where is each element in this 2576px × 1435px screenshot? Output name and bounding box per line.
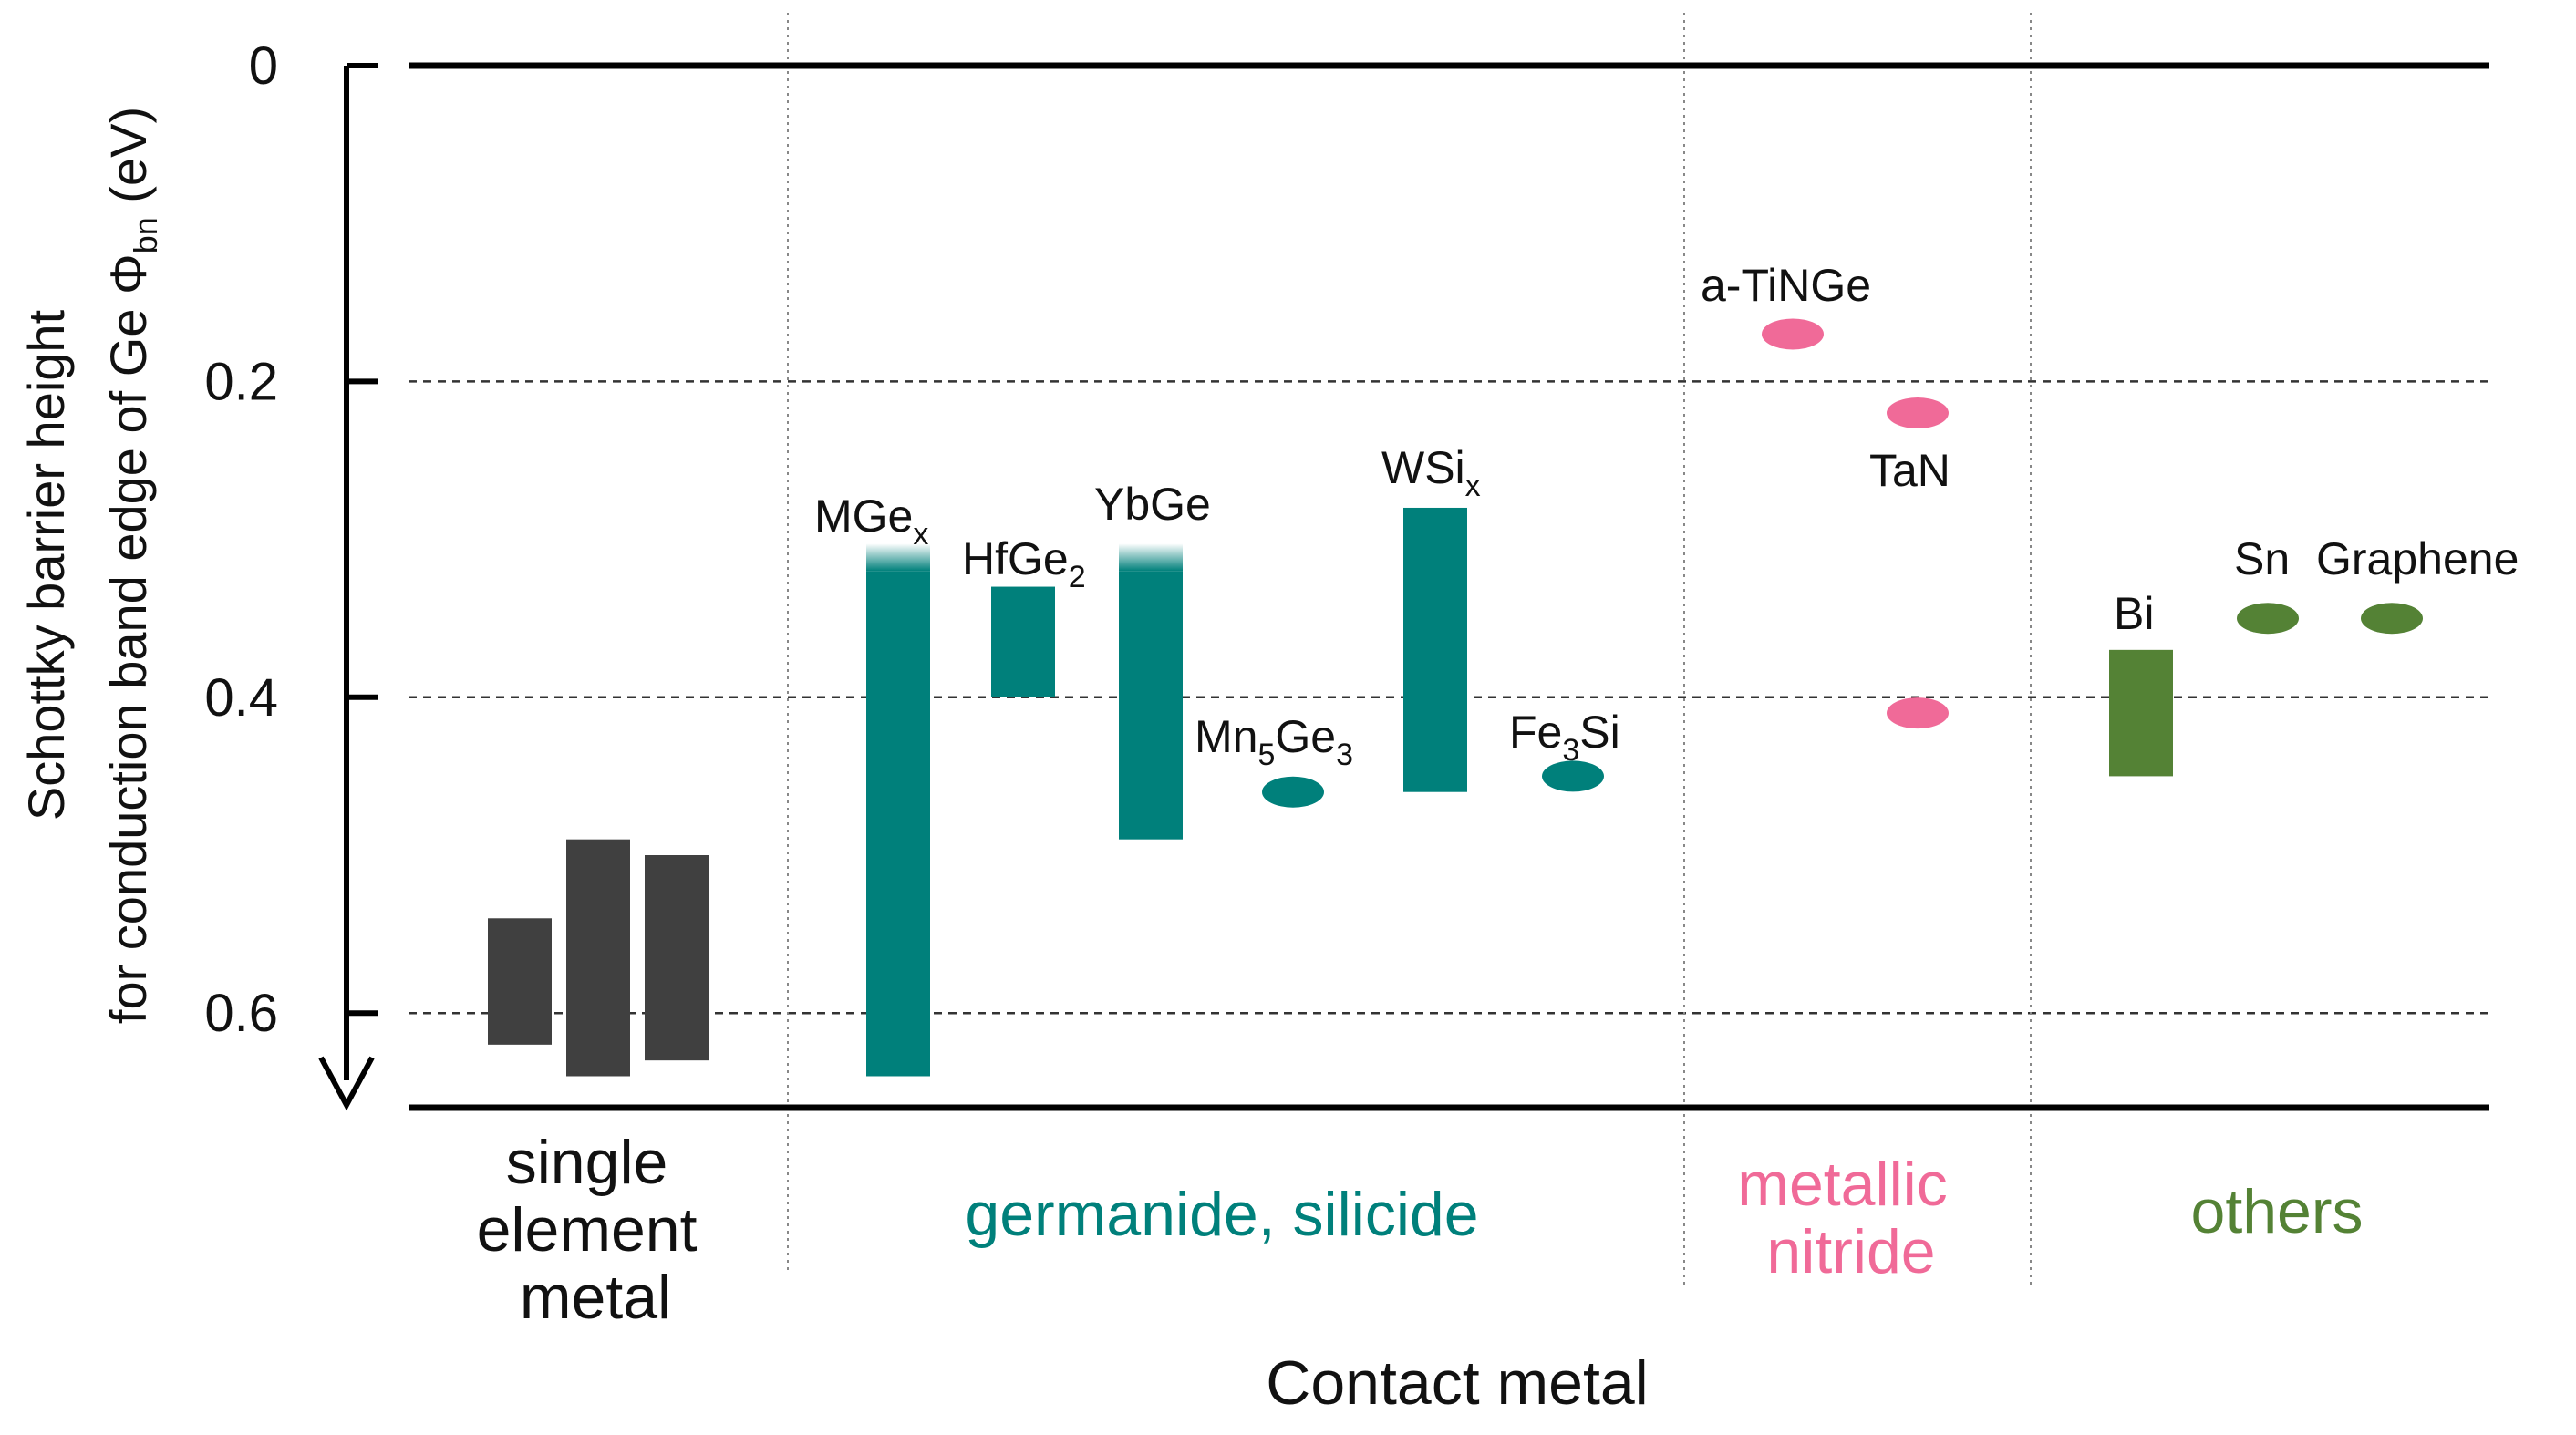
mark-a-tinge-point	[1762, 318, 1824, 350]
mark-single-2-bar	[645, 855, 709, 1061]
mark-mge-bar	[866, 571, 930, 1077]
mark-ybge-bar	[1119, 571, 1183, 840]
mark-wsi-bar	[1403, 507, 1467, 792]
data-marks	[488, 318, 2423, 1077]
mark-fe-point	[1542, 760, 1604, 792]
label-hfge2: HfGe2	[962, 533, 1086, 594]
label-graphene: Graphene	[2316, 533, 2519, 584]
mark-mge-fade	[866, 543, 930, 572]
y-axis-title-line1: Schottky barrier height	[17, 309, 75, 821]
mark-mn-point	[1262, 776, 1324, 808]
mark-hfge-bar	[991, 586, 1055, 697]
mark-nitride-11-point	[1887, 697, 1949, 729]
item-labels: MGex HfGe2 YbGe Mn5Ge3 WSix Fe3Si a-TiNG…	[814, 260, 2519, 772]
group-label-others: others	[2191, 1177, 2364, 1246]
mark-tan-point	[1887, 397, 1949, 429]
y-tick-label: 0.6	[204, 984, 278, 1043]
mark-sn-point	[2237, 603, 2299, 635]
label-a-tinge: a-TiNGe	[1701, 260, 1871, 311]
y-tick-label: 0.4	[204, 668, 278, 728]
y-axis-title-subscript: bn	[127, 217, 164, 253]
y-axis-title-line2: for conduction band edge of Ge Φ	[99, 253, 157, 1024]
mark-bi-bar	[2109, 649, 2173, 777]
mark-single-1-bar	[566, 839, 630, 1077]
svg-text:Schottky barrier height: Schottky barrier height	[17, 309, 75, 821]
y-axis-title-2: for conduction band edge of Ge Φbn (eV)	[99, 107, 164, 1024]
y-tick-label: 0.2	[204, 352, 278, 411]
label-mgex: MGex	[814, 490, 928, 552]
x-axis-title: Contact metal	[1266, 1348, 1649, 1418]
y-axis-title: Schottky barrier height	[17, 309, 75, 821]
label-fe3si: Fe3Si	[1509, 707, 1620, 768]
label-bi: Bi	[2114, 588, 2154, 639]
y-tick-label: 0	[249, 36, 278, 96]
mark-graphene-point	[2361, 603, 2423, 635]
label-mn5ge3: Mn5Ge3	[1195, 711, 1353, 772]
label-tan: TaN	[1869, 445, 1950, 496]
label-sn: Sn	[2234, 533, 2290, 584]
y-axis-title-unit: (eV)	[99, 107, 157, 217]
group-label-nitride: metallic nitride	[1737, 1150, 1964, 1286]
group-label-single: single element metal	[477, 1128, 715, 1332]
label-ybge: YbGe	[1094, 479, 1211, 530]
label-wsix: WSix	[1381, 442, 1481, 503]
y-axis-arrow	[318, 1056, 375, 1111]
group-label-germanide: germanide, silicide	[965, 1180, 1478, 1249]
mark-single-0-bar	[488, 918, 552, 1045]
svg-text:for conduction band edge of Ge: for conduction band edge of Ge Φbn (eV)	[99, 107, 164, 1024]
group-labels: single element metal germanide, silicide…	[477, 1128, 2364, 1332]
mark-ybge-fade	[1119, 543, 1183, 572]
y-ticks: 0 0.2 0.4 0.6	[204, 36, 2489, 1043]
